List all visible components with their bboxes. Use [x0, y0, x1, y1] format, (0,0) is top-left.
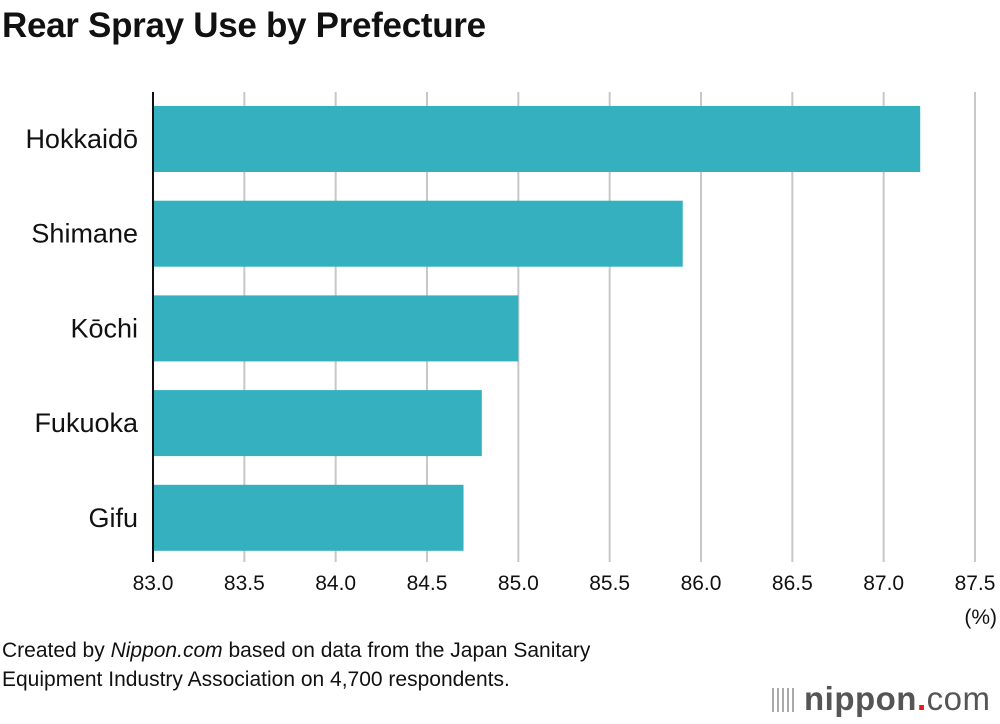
- chart-title: Rear Spray Use by Prefecture: [2, 6, 486, 45]
- category-label: Kōchi: [70, 313, 138, 343]
- source-line1: based on data from the Japan Sanitary: [222, 639, 591, 662]
- category-label: Hokkaidō: [25, 124, 138, 154]
- bar: [153, 106, 921, 172]
- x-tick-label: 83.5: [224, 572, 265, 595]
- bar-chart: 83.0 83.5 84.0 84.5 85.0 85.5 86.0 86.5 87.0 87.5…: [25, 92, 997, 629]
- source-name: Nippon.com: [110, 639, 223, 662]
- bar: [153, 295, 519, 362]
- bar: [153, 200, 683, 267]
- source-note: Created by Nippon.com based on data from…: [2, 636, 590, 694]
- category-label: Fukuoka: [34, 408, 139, 438]
- x-tick-label: 84.5: [407, 572, 448, 595]
- logo-bars-icon: [772, 688, 794, 712]
- x-unit-label: (%): [964, 606, 997, 629]
- x-tick-label: 86.0: [681, 572, 722, 595]
- x-tick-label: 85.0: [498, 572, 539, 595]
- category-label: Shimane: [31, 219, 138, 249]
- x-tick-label: 83.0: [133, 572, 174, 595]
- x-tick-label: 86.5: [772, 572, 813, 595]
- source-prefix: Created by: [2, 639, 111, 662]
- nippon-logo: nippon.com: [772, 680, 990, 718]
- source-line2: Equipment Industry Association on 4,700 …: [2, 668, 510, 691]
- x-tick-label: 84.0: [315, 572, 356, 595]
- bar: [153, 484, 464, 551]
- category-label: Gifu: [88, 503, 138, 533]
- x-tick-label: 87.5: [955, 572, 996, 595]
- x-tick-label: 87.0: [863, 572, 904, 595]
- x-tick-label: 85.5: [589, 572, 630, 595]
- bar: [153, 390, 482, 457]
